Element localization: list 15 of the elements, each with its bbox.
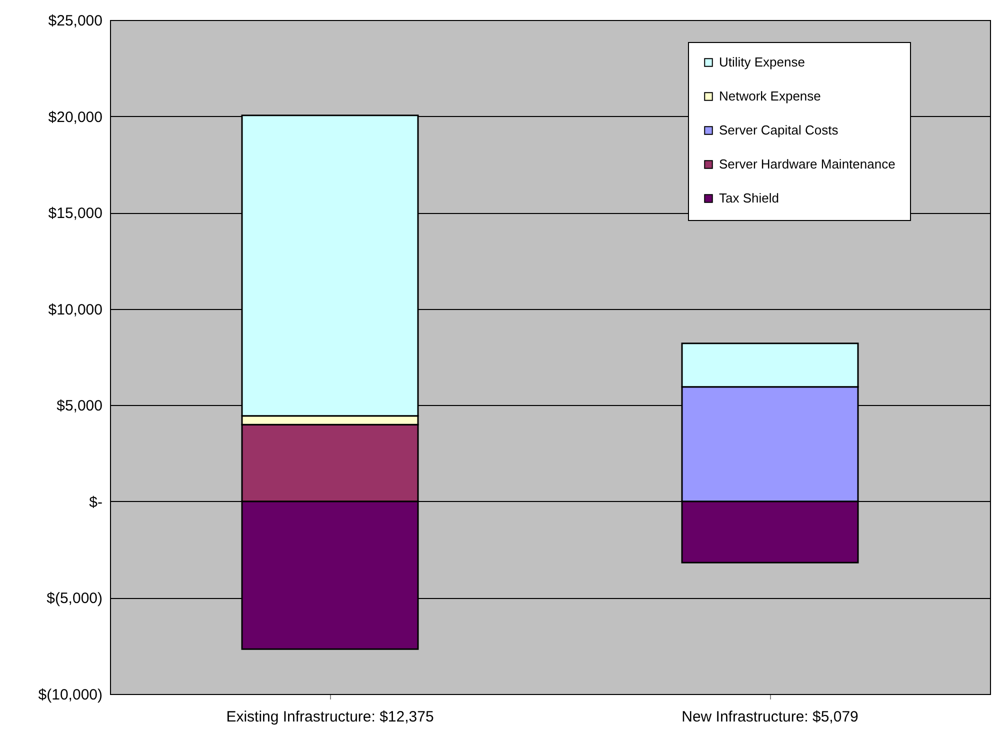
y-tick-label: $25,000: [48, 12, 102, 30]
legend-label: Server Capital Costs: [719, 122, 839, 138]
legend-label: Tax Shield: [719, 190, 779, 206]
x-tick-label: New Infrastructure: $5,079: [682, 708, 858, 726]
y-tick-label: $(10,000): [38, 686, 102, 704]
y-tick-label: $15,000: [48, 205, 102, 222]
y-tick-label: $20,000: [48, 108, 102, 126]
y-tick-label: $5,000: [56, 398, 102, 415]
x-tick-label: Existing Infrastructure: $12,375: [226, 708, 434, 726]
y-tick-label: $-: [89, 494, 102, 511]
legend-label: Network Expense: [719, 88, 821, 104]
legend-label: Utility Expense: [719, 54, 805, 70]
legend-label: Server Hardware Maintenance: [719, 156, 896, 172]
y-tick-label: $(5,000): [46, 590, 102, 608]
y-tick-label: $10,000: [48, 301, 102, 318]
